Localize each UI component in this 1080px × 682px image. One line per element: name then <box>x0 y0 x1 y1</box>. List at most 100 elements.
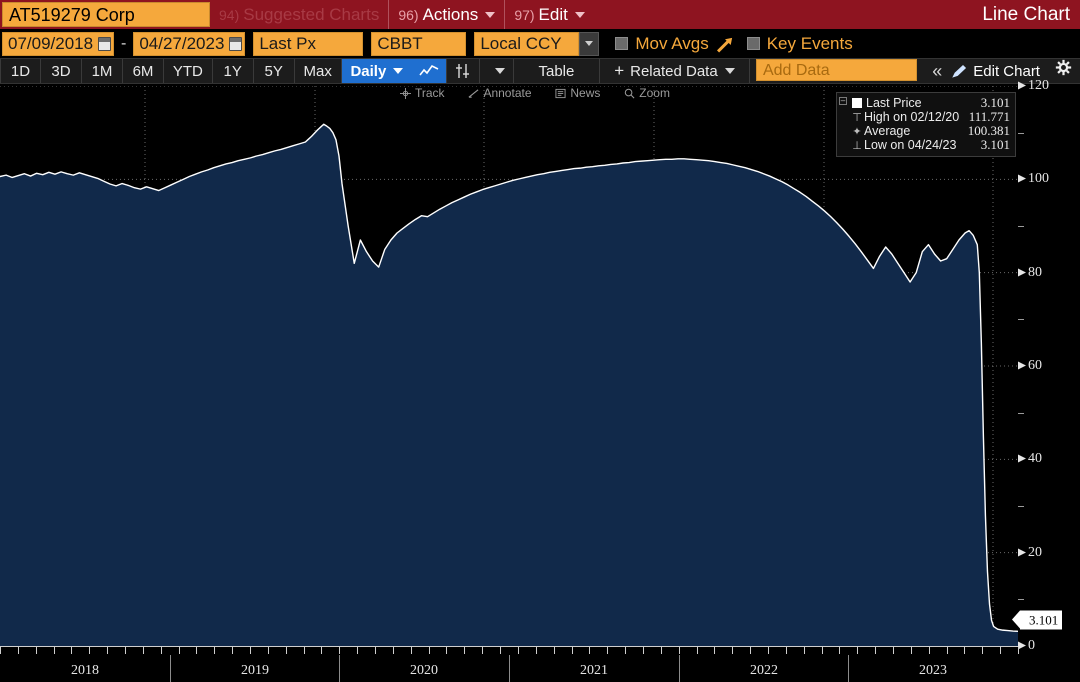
chart-style-dropdown[interactable] <box>480 59 514 83</box>
edit-number: 97) <box>514 6 535 23</box>
news-icon <box>555 88 566 98</box>
legend-label: Last Price <box>866 96 922 110</box>
period-button-1y[interactable]: 1Y <box>213 59 254 83</box>
settings-gear-icon[interactable] <box>1055 59 1072 83</box>
y-tick-label: 40 <box>1028 451 1042 467</box>
x-minor-tick <box>18 647 19 654</box>
period-button-6m[interactable]: 6M <box>123 59 164 83</box>
calendar-icon[interactable] <box>98 36 111 51</box>
x-minor-tick <box>982 647 983 654</box>
suggested-charts-number: 94) <box>219 6 240 23</box>
mov-avgs-checkbox[interactable] <box>615 37 629 50</box>
news-tool[interactable]: News <box>555 86 600 100</box>
ticker-input[interactable]: AT519279 Corp <box>2 2 210 27</box>
source-input[interactable]: CBBT <box>371 31 467 56</box>
chevron-down-icon <box>495 68 506 74</box>
x-minor-tick <box>1018 647 1019 654</box>
track-label: Track <box>415 86 445 100</box>
x-minor-tick <box>857 647 858 654</box>
x-axis-separator <box>339 655 340 682</box>
x-minor-tick <box>839 647 840 654</box>
x-minor-tick <box>786 647 787 654</box>
price-series-svg <box>0 86 1018 646</box>
y-minor-tick <box>1018 226 1024 227</box>
x-minor-tick <box>518 647 519 654</box>
key-events-toggle[interactable]: Key Events <box>746 33 853 54</box>
x-axis[interactable]: 2018 2019 2020 2021 2022 2023 <box>0 646 1019 682</box>
currency-input[interactable]: Local CCY <box>474 31 580 56</box>
chevron-down-icon <box>724 68 735 74</box>
period-button-max[interactable]: Max <box>295 59 342 83</box>
key-events-label: Key Events <box>766 33 853 53</box>
x-minor-tick <box>446 647 447 654</box>
legend-expander-icon[interactable]: – <box>839 96 847 105</box>
y-axis[interactable]: 0 20 40 60 80 100 120 3.101 <box>1011 78 1080 653</box>
y-tick-label: 120 <box>1028 78 1049 93</box>
x-minor-tick <box>107 647 108 654</box>
legend-row-low[interactable]: ⊥ Low on 04/24/23 3.101 <box>840 137 1010 152</box>
x-minor-tick <box>607 647 608 654</box>
annotate-icon <box>469 88 479 98</box>
y-tick-label: 20 <box>1028 544 1042 560</box>
x-minor-tick <box>643 647 644 654</box>
add-data-input[interactable]: Add Data <box>755 59 918 81</box>
x-minor-tick <box>929 647 930 654</box>
x-minor-tick <box>911 647 912 654</box>
interval-dropdown[interactable]: Daily <box>341 59 414 83</box>
chevron-down-icon <box>393 68 404 74</box>
legend-row-last-price[interactable]: Last Price 3.101 <box>840 95 1010 110</box>
x-tick-label: 2019 <box>241 663 269 678</box>
chart-legend[interactable]: – Last Price 3.101 ⊤ High on 02/12/20 11… <box>836 92 1016 157</box>
mov-avgs-toggle[interactable]: Mov Avgs <box>615 34 730 54</box>
x-minor-tick <box>589 647 590 654</box>
end-date-input[interactable]: 04/27/2023 <box>133 31 246 56</box>
price-type-input[interactable]: Last Px <box>253 31 364 56</box>
edit-chart-button[interactable]: Edit Chart <box>951 59 1046 83</box>
last-price-swatch-icon <box>850 98 864 108</box>
x-minor-tick <box>161 647 162 654</box>
annotate-tool[interactable]: Annotate <box>468 86 532 100</box>
legend-row-high[interactable]: ⊤ High on 02/12/20 111.771 <box>840 109 1010 124</box>
start-date-input[interactable]: 07/09/2018 <box>2 31 114 56</box>
related-data-button[interactable]: + Related Data <box>600 59 750 83</box>
period-button-5y[interactable]: 5Y <box>254 59 295 83</box>
period-button-1m[interactable]: 1M <box>82 59 123 83</box>
x-minor-tick <box>625 647 626 654</box>
suggested-charts-menu[interactable]: 94) Suggested Charts <box>210 0 388 29</box>
legend-row-average[interactable]: ✦ Average 100.381 <box>840 123 1010 138</box>
y-tick-arrow-icon <box>1018 81 1027 91</box>
x-minor-tick <box>429 647 430 654</box>
x-tick-label: 2023 <box>919 663 947 678</box>
x-minor-tick <box>179 647 180 654</box>
chart-plot-area[interactable] <box>0 86 1018 646</box>
x-axis-separator <box>509 655 510 682</box>
track-tool[interactable]: Track <box>400 86 445 100</box>
period-button-3d[interactable]: 3D <box>41 59 82 83</box>
crosshair-icon <box>400 87 411 99</box>
zoom-tool[interactable]: Zoom <box>624 86 670 100</box>
period-button-1d[interactable]: 1D <box>0 59 41 83</box>
bar-chart-icon[interactable] <box>447 59 481 83</box>
edit-label: Edit <box>538 4 568 24</box>
x-minor-tick <box>36 647 37 654</box>
line-chart-icon[interactable] <box>413 59 447 83</box>
price-area-fill <box>0 124 1018 646</box>
legend-label: High on 02/12/20 <box>864 110 960 124</box>
edit-menu[interactable]: 97) Edit <box>505 0 594 29</box>
x-minor-tick <box>1000 647 1001 654</box>
period-button-ytd[interactable]: YTD <box>164 59 213 83</box>
actions-label: Actions <box>422 4 479 24</box>
currency-dropdown-button[interactable] <box>579 31 600 56</box>
collapse-panel-button[interactable]: « <box>932 60 943 81</box>
key-events-checkbox[interactable] <box>746 37 760 50</box>
low-marker-icon: ⊥ <box>852 139 862 152</box>
table-button[interactable]: Table <box>514 59 600 83</box>
interval-label: Daily <box>350 62 387 80</box>
pencil-icon[interactable] <box>715 36 731 52</box>
y-tick-arrow-icon <box>1018 641 1027 651</box>
actions-menu[interactable]: 96) Actions <box>388 0 506 29</box>
calendar-icon[interactable] <box>229 36 243 51</box>
legend-label: Low on 04/24/23 <box>864 138 957 152</box>
y-tick-arrow-icon <box>1018 548 1027 557</box>
x-minor-tick <box>143 647 144 654</box>
